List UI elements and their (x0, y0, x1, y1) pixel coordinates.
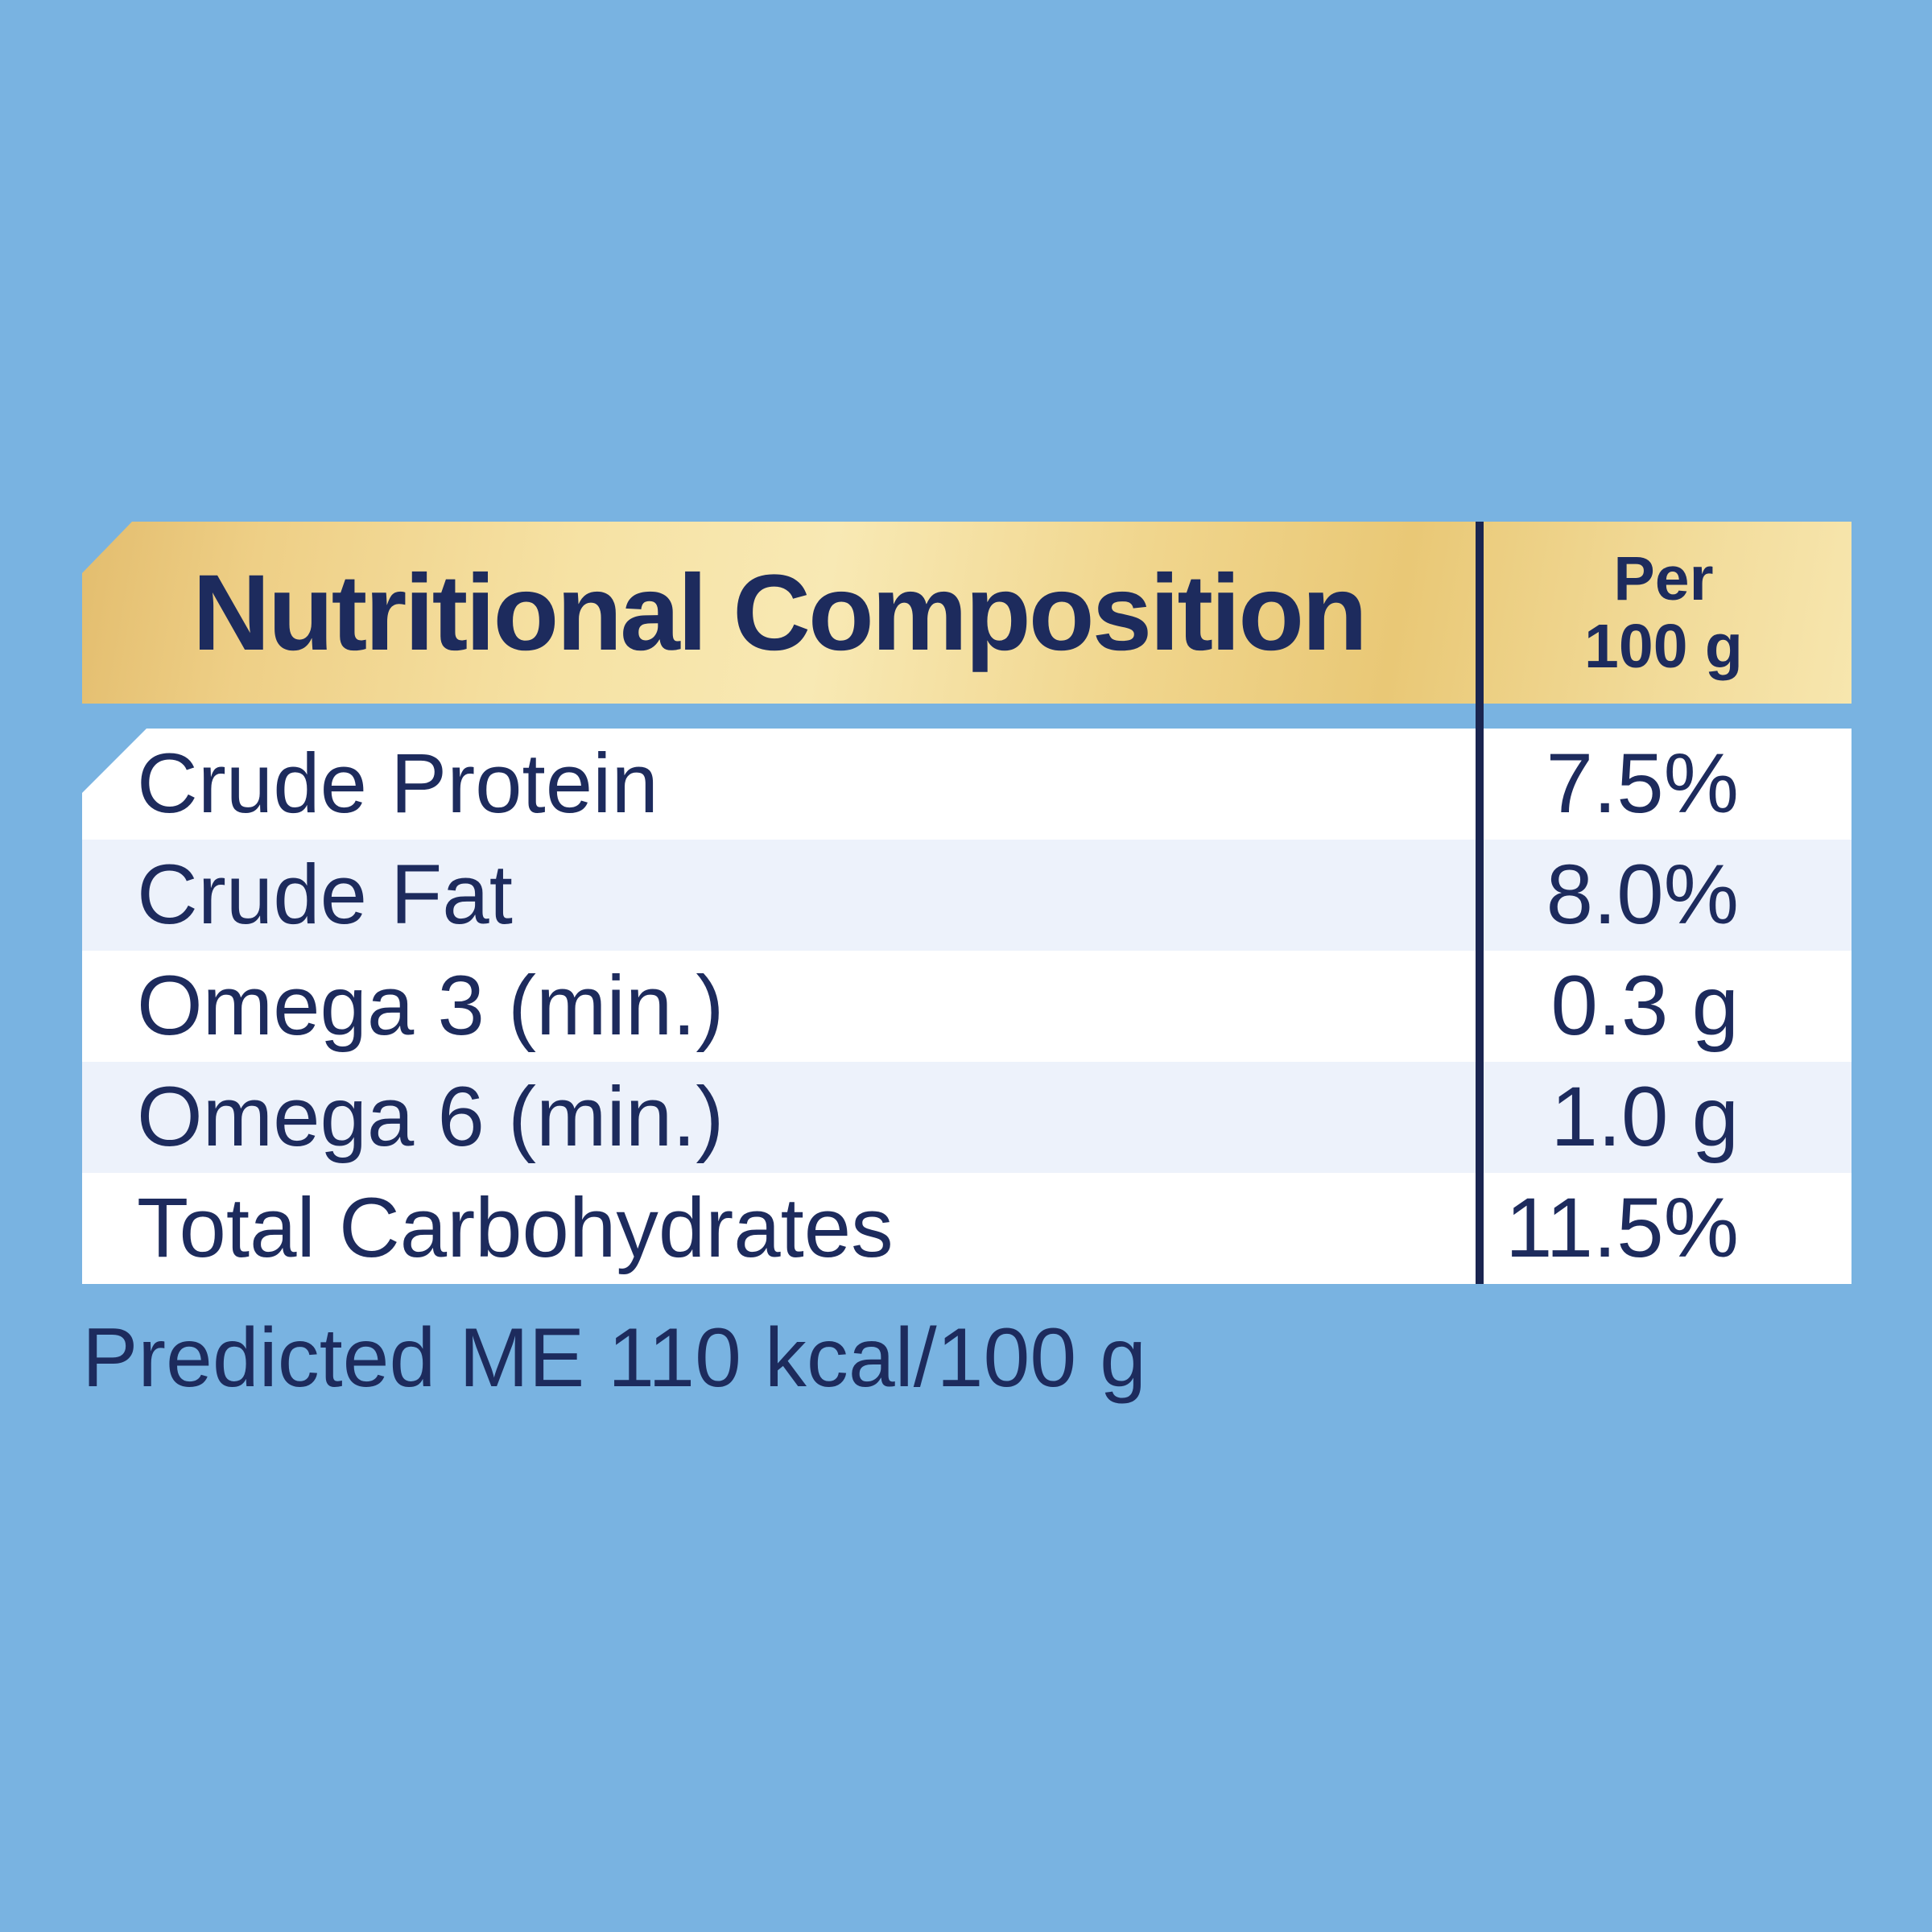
table-row: Crude Protein 7.5% (82, 729, 1852, 840)
nutrient-label: Total Carbohydrates (137, 1181, 894, 1275)
nutrient-value: 1.0 g (1550, 1070, 1739, 1164)
table-row: Crude Fat 8.0% (82, 840, 1852, 951)
nutrient-value: 11.5% (1505, 1181, 1739, 1275)
table-row: Omega 6 (min.) 1.0 g (82, 1062, 1852, 1173)
header-unit-cell: Per 100 g (1476, 522, 1852, 704)
unit-column-header-line2: 100 g (1584, 612, 1743, 681)
header-title-cell: Nutritional Composition (82, 522, 1476, 704)
table-title: Nutritional Composition (192, 552, 1368, 673)
unit-column-header-line1: Per (1613, 544, 1714, 613)
nutrient-label: Omega 3 (min.) (137, 959, 724, 1053)
nutrient-label: Omega 6 (min.) (137, 1070, 724, 1164)
column-divider-line (1476, 522, 1484, 1284)
predicted-me-footnote: Predicted ME 110 kcal/100 g (82, 1311, 1146, 1405)
nutrient-value: 7.5% (1546, 737, 1739, 831)
nutrient-label: Crude Fat (137, 848, 513, 942)
table-header-band: Nutritional Composition Per 100 g (82, 522, 1852, 704)
table-row: Total Carbohydrates 11.5% (82, 1173, 1852, 1284)
nutrient-value: 0.3 g (1550, 959, 1739, 1053)
nutrient-label: Crude Protein (137, 737, 658, 831)
table-row: Omega 3 (min.) 0.3 g (82, 951, 1852, 1062)
nutrition-table: Nutritional Composition Per 100 g Crude … (82, 522, 1852, 1284)
table-body: Crude Protein 7.5% Crude Fat 8.0% Omega … (82, 729, 1852, 1284)
nutrient-value: 8.0% (1546, 848, 1739, 942)
